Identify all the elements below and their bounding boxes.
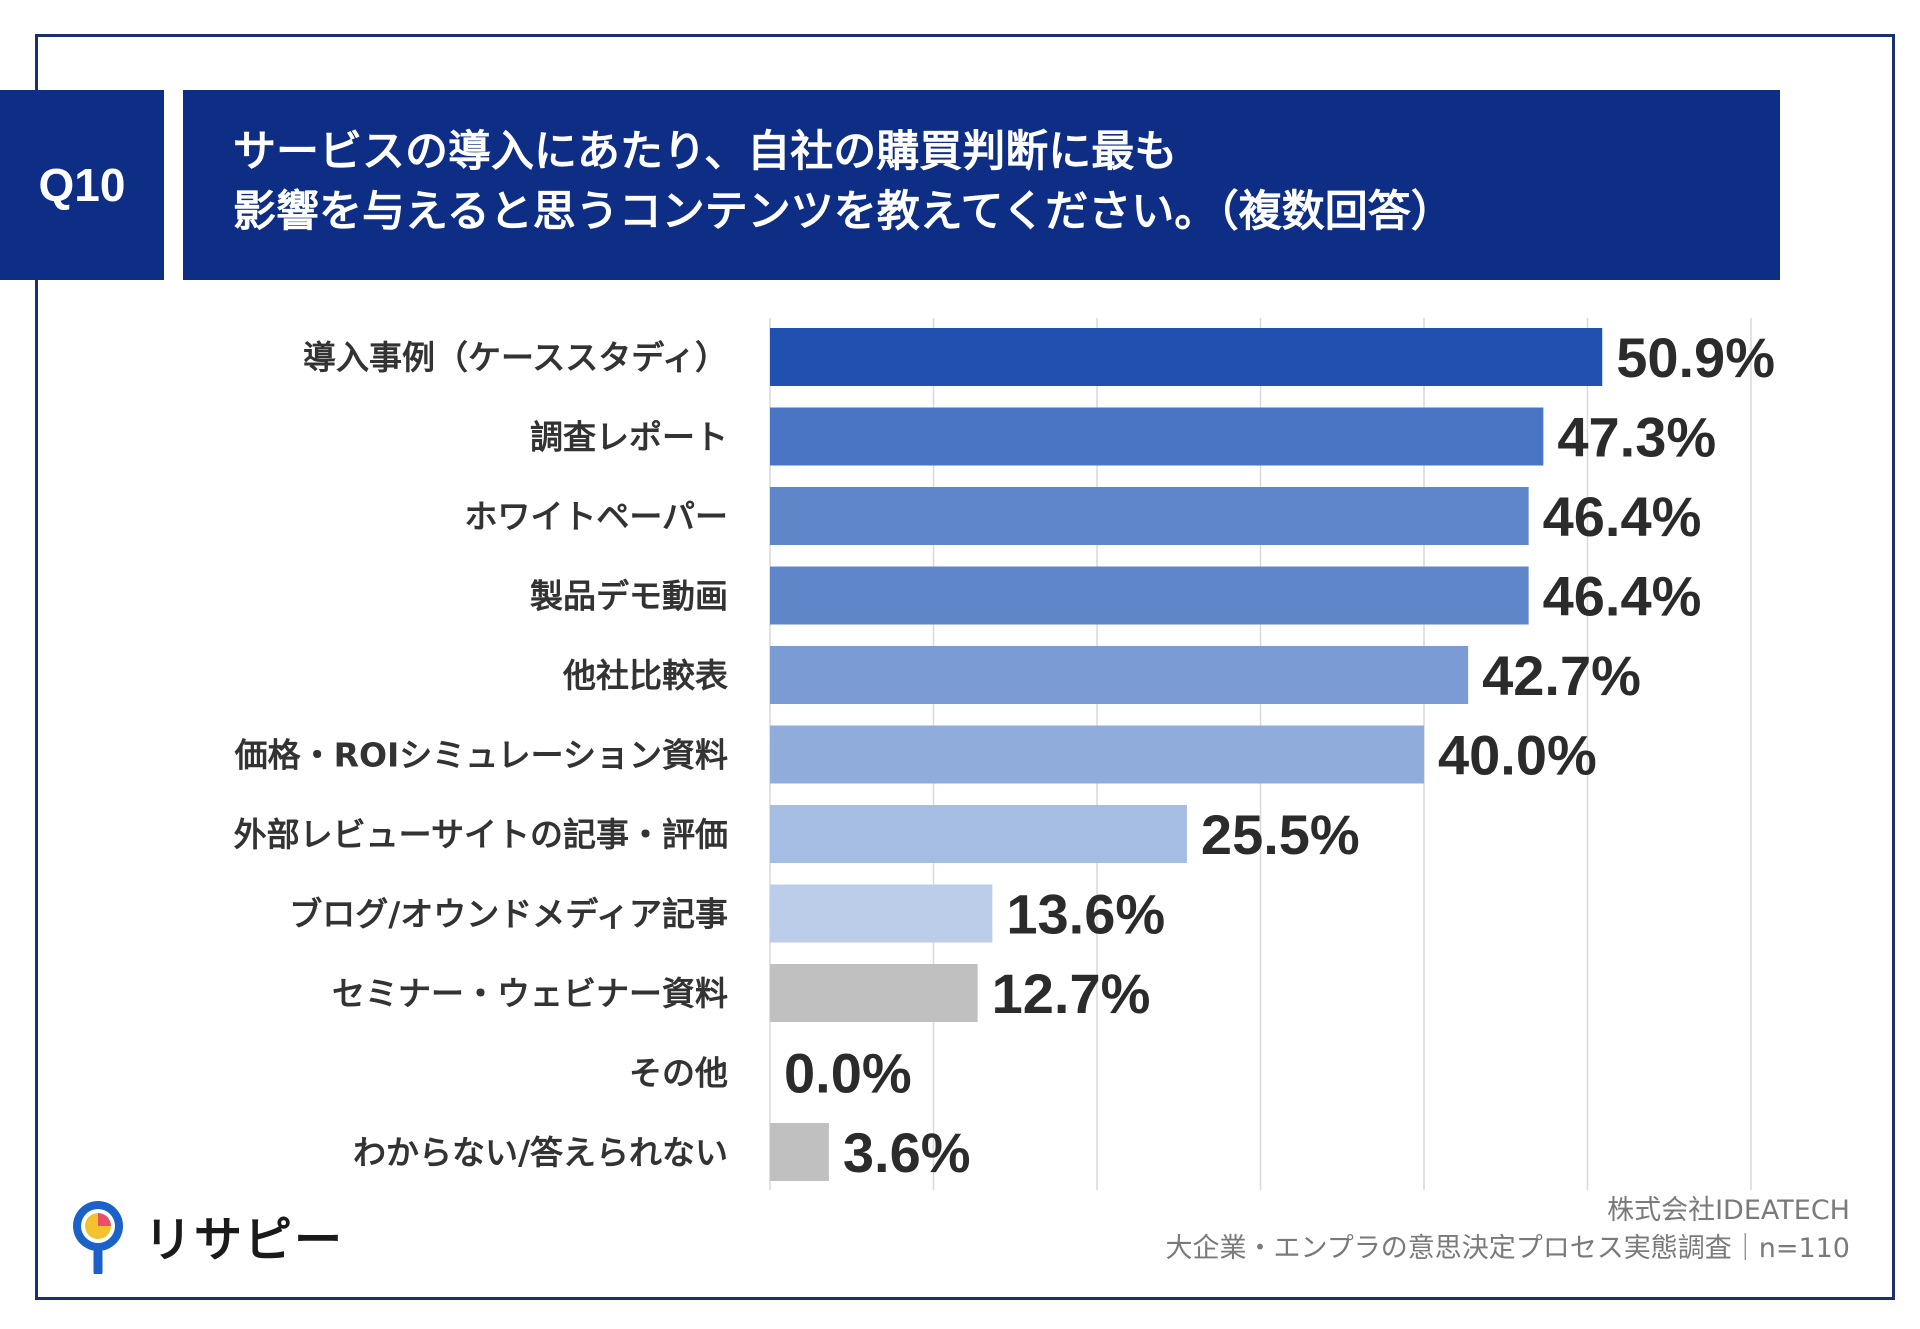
bar: [770, 884, 993, 943]
value-label: 50.9%: [1616, 326, 1775, 389]
brand-name: リサピー: [144, 1212, 345, 1268]
question-line-1: サービスの導入にあたり、自社の購買判断に最も: [233, 127, 1178, 177]
source-note: 株式会社IDEATECH 大企業・エンプラの意思決定プロセス実態調査｜n=110: [1166, 1192, 1850, 1268]
category-label: ブログ/オウンドメディア記事: [289, 895, 728, 934]
category-label: 調査レポート: [530, 418, 728, 457]
value-label: 46.4%: [1543, 485, 1702, 548]
question-badge: Q10: [0, 90, 164, 280]
brand-logo: リサピー: [68, 1196, 344, 1274]
question-line-2: 影響を与えると思うコンテンツを教えてください。（複数回答）: [233, 187, 1454, 237]
question-number: Q10: [38, 159, 126, 211]
bar: [770, 805, 1187, 863]
category-label: 外部レビューサイトの記事・評価: [234, 815, 728, 854]
category-label: セミナー・ウェビナー資料: [332, 974, 728, 1013]
value-label: 0.0%: [784, 1042, 912, 1105]
value-label: 3.6%: [843, 1121, 971, 1184]
source-survey: 大企業・エンプラの意思決定プロセス実態調査｜n=110: [1165, 1233, 1850, 1264]
bar: [770, 964, 978, 1022]
source-company: 株式会社IDEATECH: [1607, 1195, 1850, 1226]
category-label: 製品デモ動画: [530, 577, 728, 616]
category-label: その他: [629, 1054, 728, 1093]
bar: [770, 566, 1529, 625]
bar: [770, 646, 1469, 704]
value-label: 47.3%: [1557, 406, 1716, 469]
value-label: 46.4%: [1543, 565, 1702, 628]
value-label: 13.6%: [1006, 883, 1165, 946]
question-header: サービスの導入にあたり、自社の購買判断に最も 影響を与えると思うコンテンツを教え…: [183, 90, 1780, 280]
category-label: 導入事例（ケーススタディ）: [303, 338, 728, 377]
bar: [770, 328, 1603, 386]
value-label: 42.7%: [1482, 644, 1641, 707]
category-label: わからない/答えられない: [353, 1133, 728, 1172]
category-label: ホワイトペーパー: [464, 497, 728, 536]
value-label: 12.7%: [992, 962, 1151, 1025]
value-label: 25.5%: [1201, 803, 1360, 866]
category-label: 他社比較表: [562, 656, 728, 695]
bar: [770, 725, 1424, 784]
category-label: 価格・ROIシミュレーション資料: [234, 736, 728, 775]
bar: [770, 487, 1529, 545]
bar: [770, 1123, 829, 1181]
value-label: 40.0%: [1438, 724, 1597, 787]
bar: [770, 407, 1544, 466]
pin-pie-icon: [73, 1201, 123, 1274]
